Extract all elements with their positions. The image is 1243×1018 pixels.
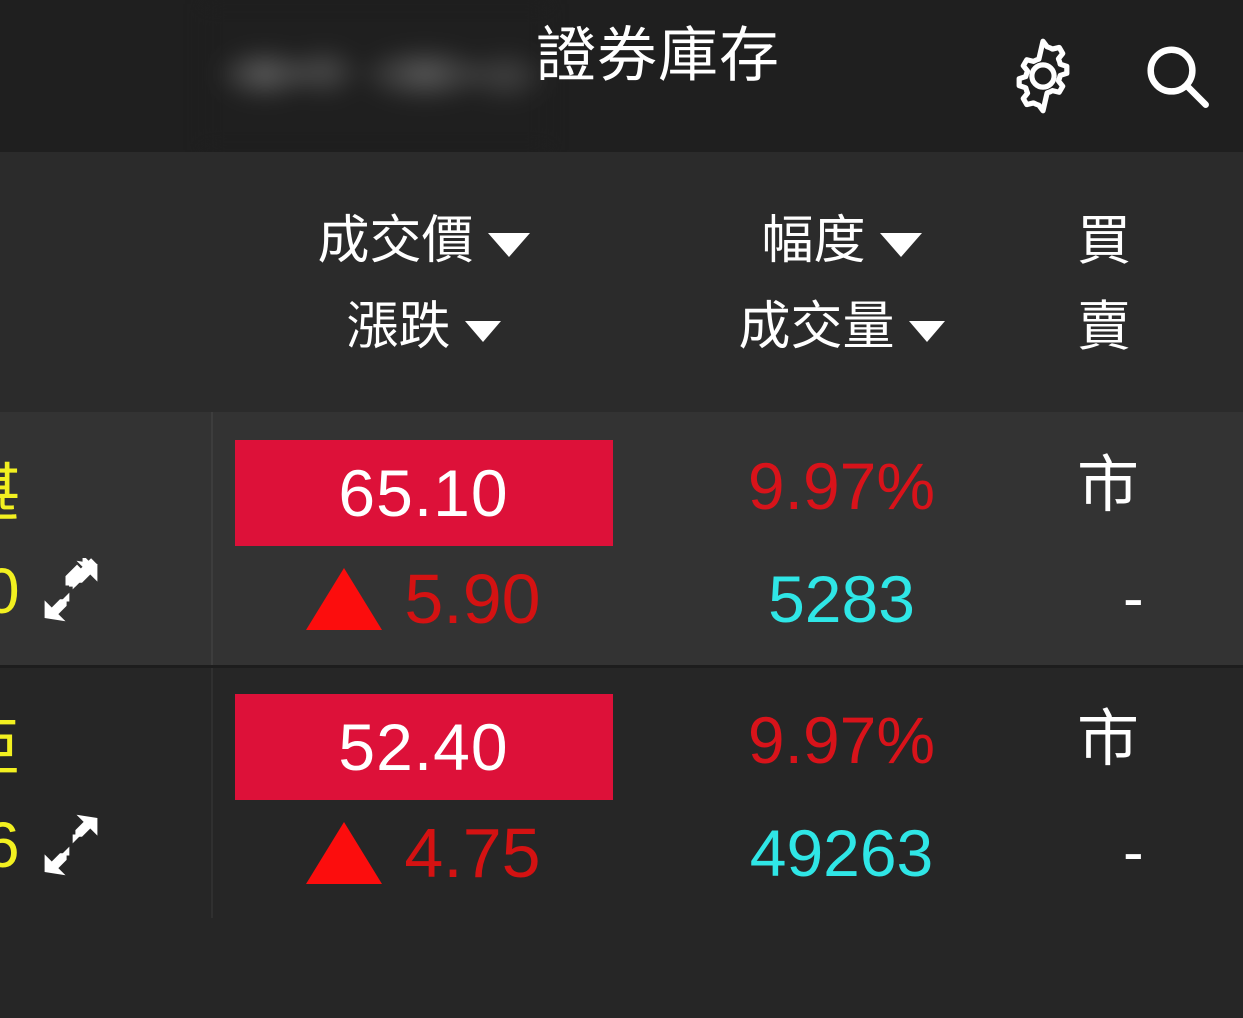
column-header-ask-label: 賣: [1077, 297, 1131, 357]
price-change-line: 4.75: [306, 814, 541, 892]
collapse-arrows-icon[interactable]: [38, 812, 104, 878]
price-change: 4.75: [404, 814, 541, 892]
column-header-bar: 成交價 漲跌 幅度 成交量 買 賣: [0, 152, 1243, 412]
sort-change-label[interactable]: 漲跌: [346, 284, 501, 370]
column-header-percent[interactable]: 幅度 成交量: [634, 152, 1049, 412]
price-change-line: 5.90: [306, 559, 541, 638]
row-bidask-cell: 市 -: [1049, 412, 1243, 665]
column-header-name: [0, 152, 213, 412]
sort-price-label[interactable]: 成交價: [317, 198, 530, 284]
holdings-table-body: 湛 0 65.10: [0, 412, 1243, 1018]
ask-value: -: [1123, 563, 1144, 633]
row-price-cell: 65.10 5.90: [213, 412, 634, 665]
collapse-arrows-icon[interactable]: [38, 554, 104, 624]
search-icon: [1136, 35, 1218, 117]
stock-name: 亞: [0, 705, 20, 791]
price-change: 5.90: [404, 559, 541, 638]
settings-button[interactable]: [999, 32, 1087, 120]
stock-code-line: 0: [0, 554, 104, 627]
page-title: 證券庫存: [536, 22, 780, 89]
sort-percent-label[interactable]: 幅度: [761, 198, 922, 284]
change-percent: 9.97%: [747, 448, 936, 523]
chevron-down-icon: [487, 233, 530, 257]
sort-volume-label[interactable]: 成交量: [738, 284, 945, 370]
search-button[interactable]: [1133, 32, 1221, 120]
triangle-up-icon: [306, 822, 383, 884]
chevron-down-icon: [908, 320, 945, 342]
table-row[interactable]: 湛 0 65.10: [0, 412, 1243, 665]
price-badge: 65.10: [234, 439, 613, 546]
change-percent: 9.97%: [747, 703, 936, 777]
column-header-percent-label: 幅度: [761, 212, 866, 270]
column-header-price-label: 成交價: [317, 212, 474, 270]
table-row[interactable]: 亞 6 52.40 4.: [0, 665, 1243, 918]
ask-value: -: [1123, 818, 1144, 887]
volume: 49263: [749, 816, 934, 890]
column-header-volume-label: 成交量: [738, 298, 895, 356]
volume: 5283: [768, 561, 915, 636]
stock-code: 6: [0, 809, 20, 881]
gear-icon: [1000, 33, 1086, 119]
bid-value: 市: [1077, 450, 1140, 520]
row-percent-cell: 9.97% 49263: [634, 668, 1049, 918]
chevron-down-icon: [879, 233, 922, 257]
column-header-bidask: 買 賣: [1049, 152, 1243, 412]
column-header-bid-label: 買: [1077, 211, 1131, 271]
column-header-price[interactable]: 成交價 漲跌: [213, 152, 634, 412]
redacted-account-name: [205, 4, 547, 150]
row-price-cell: 52.40 4.75: [213, 668, 634, 918]
stock-name: 湛: [0, 451, 20, 537]
column-header-change-label: 漲跌: [346, 298, 451, 356]
row-name-cell[interactable]: 湛 0: [0, 412, 213, 665]
price-badge: 52.40: [234, 694, 613, 800]
chevron-down-icon: [464, 320, 501, 342]
row-name-cell[interactable]: 亞 6: [0, 668, 213, 918]
row-percent-cell: 9.97% 5283: [634, 412, 1049, 665]
triangle-up-icon: [306, 567, 383, 630]
stock-code: 0: [0, 554, 20, 627]
app-bar-actions: [999, 0, 1221, 152]
row-bidask-cell: 市 -: [1049, 668, 1243, 918]
stock-code-line: 6: [0, 809, 104, 881]
bid-value: 市: [1077, 705, 1140, 774]
app-bar: 證券庫存: [0, 0, 1243, 152]
